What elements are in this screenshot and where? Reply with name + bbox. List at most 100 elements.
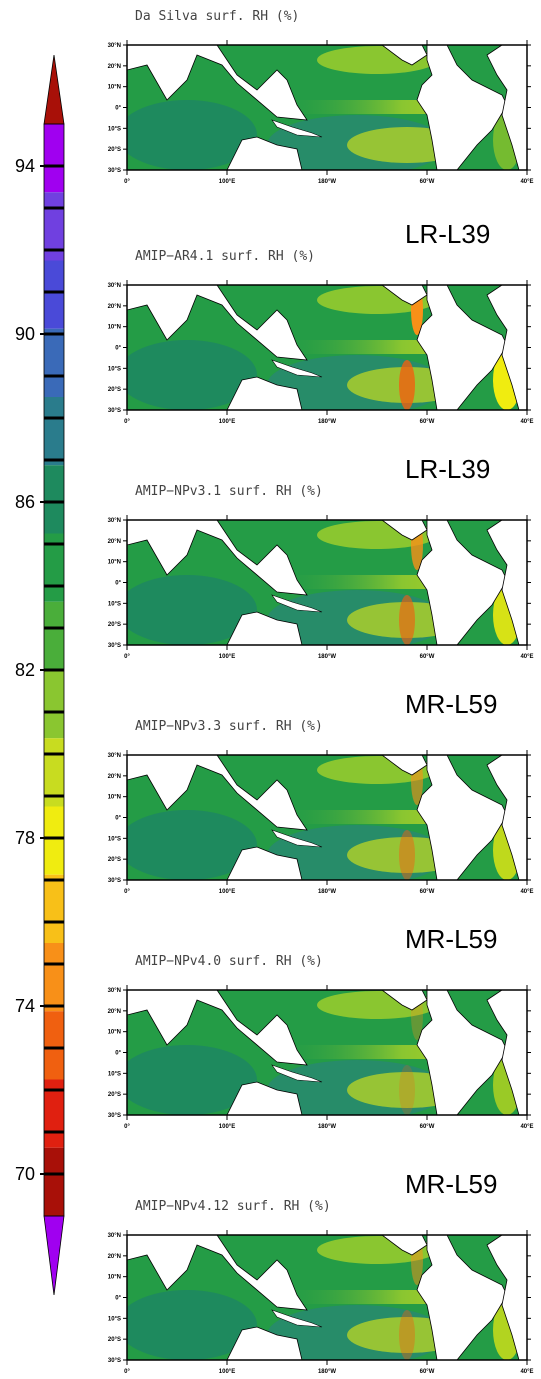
colorbar-segment <box>44 874 64 943</box>
lat-label: 10°S <box>108 601 121 607</box>
lat-label: 30°N <box>108 753 121 759</box>
panel-title: Da Silva surf. RH (%) <box>135 9 299 24</box>
lat-label: 0° <box>115 581 121 587</box>
model-label: MR-L59 <box>405 1169 497 1199</box>
lon-label: 180°W <box>318 889 336 895</box>
map: 30°N20°N10°N0°10°S20°S30°S0° 100°E 180°W 60… <box>108 40 534 185</box>
lon-label: 180°W <box>318 1369 336 1375</box>
lon-label: 100°E <box>219 1369 235 1375</box>
lon-label: 100°E <box>219 654 235 660</box>
map: 30°N20°N10°N0°10°S20°S30°S0° 100°E 180°W 60… <box>108 515 534 660</box>
lat-label: 30°S <box>108 878 121 884</box>
land <box>127 285 308 361</box>
lat-label: 20°S <box>108 857 121 863</box>
lat-label: 30°N <box>108 518 121 524</box>
lat-label: 30°S <box>108 1113 121 1119</box>
model-label: LR-L39 <box>405 219 490 249</box>
lat-label: 10°S <box>108 126 121 132</box>
colorbar-segment <box>44 465 64 534</box>
map: 30°N20°N10°N0°10°S20°S30°S0° 100°E 180°W 60… <box>108 750 534 895</box>
land <box>127 1235 308 1311</box>
lat-label: 20°S <box>108 147 121 153</box>
lon-label: 0° <box>124 1124 130 1130</box>
lon-label: 0° <box>124 1369 130 1375</box>
lon-label: 0° <box>124 654 130 660</box>
map-field <box>127 990 527 1115</box>
land <box>226 1081 303 1115</box>
lat-label: 20°S <box>108 622 121 628</box>
lat-label: 30°S <box>108 408 121 414</box>
lon-label: 60°W <box>420 1124 435 1130</box>
lat-label: 10°S <box>108 1071 121 1077</box>
lon-label: 60°W <box>420 1369 435 1375</box>
lat-label: 20°N <box>108 304 121 310</box>
map-field <box>127 520 527 645</box>
land <box>226 846 303 880</box>
lon-label: 60°W <box>420 889 435 895</box>
lat-label: 20°N <box>108 64 121 70</box>
lat-label: 0° <box>115 1296 121 1302</box>
lon-label: 100°E <box>219 179 235 185</box>
lon-label: 180°W <box>318 1124 336 1130</box>
lon-label: 180°W <box>318 654 336 660</box>
colorbar-segment <box>44 601 64 670</box>
lat-label: 30°N <box>108 1233 121 1239</box>
land <box>416 285 508 410</box>
lon-label: 40°E <box>520 1369 533 1375</box>
colorbar-segment <box>44 943 64 1012</box>
lat-label: 20°S <box>108 1337 121 1343</box>
colorbar-segment <box>44 124 64 193</box>
land <box>416 520 508 645</box>
colorbar-tick-label: 70 <box>15 1164 35 1184</box>
lat-label: 30°N <box>108 283 121 289</box>
land <box>226 611 303 645</box>
land <box>271 829 323 848</box>
lat-label: 10°N <box>108 1030 121 1036</box>
map-field <box>127 1235 527 1360</box>
lon-label: 40°E <box>520 179 533 185</box>
lon-label: 100°E <box>219 1124 235 1130</box>
upwelling <box>399 360 415 410</box>
lon-label: 40°E <box>520 1124 533 1130</box>
map: 30°N20°N10°N0°10°S20°S30°S0° 100°E 180°W 60… <box>108 280 534 425</box>
land <box>381 755 428 776</box>
lon-label: 40°E <box>520 654 533 660</box>
lat-label: 30°S <box>108 168 121 174</box>
lon-label: 40°E <box>520 889 533 895</box>
land <box>486 755 527 880</box>
colorbar-tick-label: 78 <box>15 828 35 848</box>
lat-label: 10°N <box>108 1275 121 1281</box>
lat-label: 20°N <box>108 1009 121 1015</box>
land <box>381 45 428 66</box>
colorbar-segment <box>44 670 64 739</box>
land <box>127 45 308 121</box>
lat-label: 20°S <box>108 387 121 393</box>
model-label: MR-L59 <box>405 689 497 719</box>
model-label: MR-L59 <box>405 924 497 954</box>
lat-label: 10°N <box>108 325 121 331</box>
colorbar-segment <box>44 1147 64 1216</box>
land <box>127 520 308 596</box>
dry-region <box>127 1290 257 1360</box>
upwelling <box>399 1065 415 1115</box>
land <box>486 285 527 410</box>
map: 30°N20°N10°N0°10°S20°S30°S0° 100°E 180°W 60… <box>108 985 534 1130</box>
colorbar-tick-label: 90 <box>15 324 35 344</box>
dry-region <box>127 100 257 170</box>
land <box>127 755 308 831</box>
land <box>381 520 428 541</box>
land <box>226 136 303 170</box>
upwelling <box>399 595 415 645</box>
map-field <box>127 45 527 170</box>
lat-label: 0° <box>115 346 121 352</box>
colorbar-segment <box>44 260 64 329</box>
land <box>381 990 428 1011</box>
lat-label: 20°S <box>108 1092 121 1098</box>
land <box>416 1235 508 1360</box>
colorbar-tick-label: 82 <box>15 660 35 680</box>
dry-region <box>127 575 257 645</box>
lat-label: 30°S <box>108 643 121 649</box>
lat-label: 30°N <box>108 988 121 994</box>
panel-title: AMIP−NPv4.12 surf. RH (%) <box>135 1199 331 1214</box>
lat-label: 0° <box>115 106 121 112</box>
